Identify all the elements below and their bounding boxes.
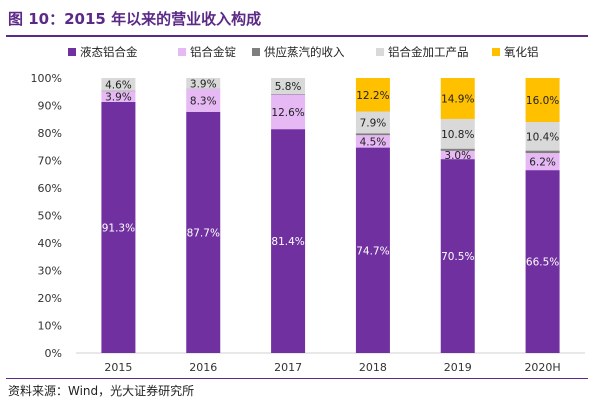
y-tick-label: 0% [45, 347, 62, 360]
data-label: 10.4% [526, 131, 559, 143]
legend-swatch [376, 48, 384, 56]
bar-segment [271, 78, 306, 94]
x-tick-label: 2016 [189, 361, 217, 374]
data-label: 8.3% [190, 95, 217, 107]
bar-segment [525, 170, 560, 353]
bar-segment [101, 91, 136, 102]
data-label: 3.9% [190, 78, 217, 90]
data-label: 12.2% [356, 90, 389, 102]
data-label: 81.4% [271, 236, 304, 248]
bar-segment [440, 78, 475, 119]
bar-segment [271, 129, 306, 353]
y-tick-label: 60% [38, 182, 62, 195]
data-label: 74.7% [356, 245, 389, 257]
bar-segment [355, 147, 390, 353]
data-label: 4.5% [360, 136, 387, 148]
bar-segment [525, 122, 560, 151]
y-tick-label: 90% [38, 100, 62, 113]
source-note: 资料来源：Wind，光大证券研究所 [8, 384, 195, 398]
data-label: 3.0% [444, 150, 471, 162]
legend-label: 铝合金锭 [190, 45, 236, 59]
legend-swatch [178, 48, 186, 56]
bar-segment [525, 78, 560, 122]
data-label: 66.5% [526, 257, 559, 269]
y-tick-label: 80% [38, 127, 62, 140]
data-label: 14.9% [441, 93, 474, 105]
legend-label: 铝合金加工产品 [388, 45, 469, 59]
bar-segment [440, 150, 475, 160]
y-tick-label: 20% [38, 292, 62, 305]
legend-label: 氧化铝 [504, 45, 539, 59]
bar-segment [355, 78, 390, 112]
bar-segment [440, 148, 475, 151]
data-label: 6.2% [529, 157, 556, 169]
data-label: 16.0% [526, 95, 559, 107]
bar-segment [101, 78, 136, 91]
bar-segment [186, 78, 221, 89]
bar-segment [271, 94, 306, 130]
data-label: 3.9% [105, 92, 132, 104]
bar-segment [355, 135, 390, 148]
bar-segment [271, 93, 306, 95]
title-divider [6, 35, 588, 37]
data-label: 87.7% [187, 227, 220, 239]
data-label: 7.9% [360, 117, 387, 129]
data-label: 10.8% [441, 129, 474, 141]
bar-segment [355, 133, 390, 136]
x-tick-label: 2019 [444, 361, 472, 374]
y-tick-label: 30% [38, 265, 62, 278]
x-tick-label: 2015 [104, 361, 132, 374]
bar-segment [440, 159, 475, 353]
figure-title: 图 10：2015 年以来的营业收入构成 [8, 10, 262, 28]
bar-segment [440, 118, 475, 149]
y-tick-label: 10% [38, 320, 62, 333]
bar-segment [525, 153, 560, 171]
bar-segment [186, 89, 221, 112]
bar-segment [101, 101, 136, 353]
legend-label: 供应蒸汽的收入 [264, 45, 345, 59]
data-label: 91.3% [102, 222, 135, 234]
y-tick-label: 100% [31, 72, 62, 85]
data-label: 12.6% [271, 107, 304, 119]
legend-label: 液态铝合金 [80, 45, 138, 59]
legend-swatch [492, 48, 500, 56]
data-label: 70.5% [441, 251, 474, 263]
data-label: 4.6% [105, 79, 132, 91]
bar-segment [355, 111, 390, 134]
source-divider [6, 378, 588, 379]
y-tick-label: 70% [38, 155, 62, 168]
data-label: 5.8% [275, 81, 302, 93]
legend-swatch [252, 48, 260, 56]
y-tick-label: 50% [38, 210, 62, 223]
y-tick-label: 40% [38, 237, 62, 250]
x-tick-label: 2017 [274, 361, 302, 374]
x-tick-label: 2018 [359, 361, 387, 374]
x-tick-label: 2020H [524, 361, 560, 374]
bar-segment [101, 90, 136, 92]
legend-swatch [68, 48, 76, 56]
bar-segment [525, 150, 560, 154]
bar-segment [186, 111, 221, 353]
